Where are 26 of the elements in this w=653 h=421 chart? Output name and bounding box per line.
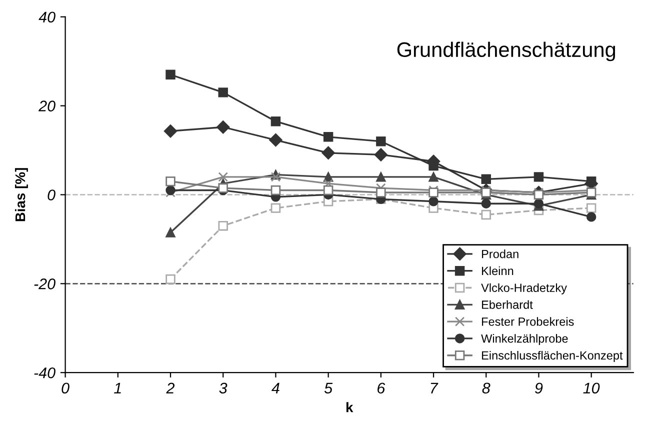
x-tick-label: 6	[378, 382, 386, 394]
x-tick-label: 5	[324, 382, 333, 394]
legend-label: Einschlussflächen-Konzept	[482, 350, 623, 362]
y-tick-label: -20	[34, 278, 56, 290]
legend-label: Vlcko-Hradetzky	[481, 283, 567, 294]
x-tick-label: 0	[62, 382, 70, 394]
x-axis-title: k	[346, 402, 354, 412]
x-tick-label: 9	[535, 382, 543, 394]
legend-label: Fester Probekreis	[482, 317, 574, 326]
legend-label: Prodan	[482, 250, 518, 258]
x-tick-label: 8	[482, 382, 490, 394]
x-tick-label: 7	[430, 382, 438, 394]
x-tick-label: 4	[272, 382, 280, 394]
x-tick-label: 2	[166, 382, 175, 394]
legend-label: Kleinn	[482, 266, 514, 276]
y-tick-label: -40	[34, 367, 56, 378]
x-tick-label: 1	[114, 382, 121, 394]
y-tick-label: 40	[38, 12, 56, 23]
x-tick-label: 3	[219, 382, 228, 394]
legend-label: Eberhardt	[482, 300, 533, 309]
y-tick-label: 0	[48, 190, 56, 200]
y-tick-label: 20	[38, 100, 56, 112]
legend-label: Winkelzählprobe	[481, 334, 568, 346]
text: Grundflächenschätzung	[397, 42, 616, 62]
y-axis-title: Bias [%]	[14, 168, 28, 222]
x-tick-label: 10	[583, 382, 600, 394]
